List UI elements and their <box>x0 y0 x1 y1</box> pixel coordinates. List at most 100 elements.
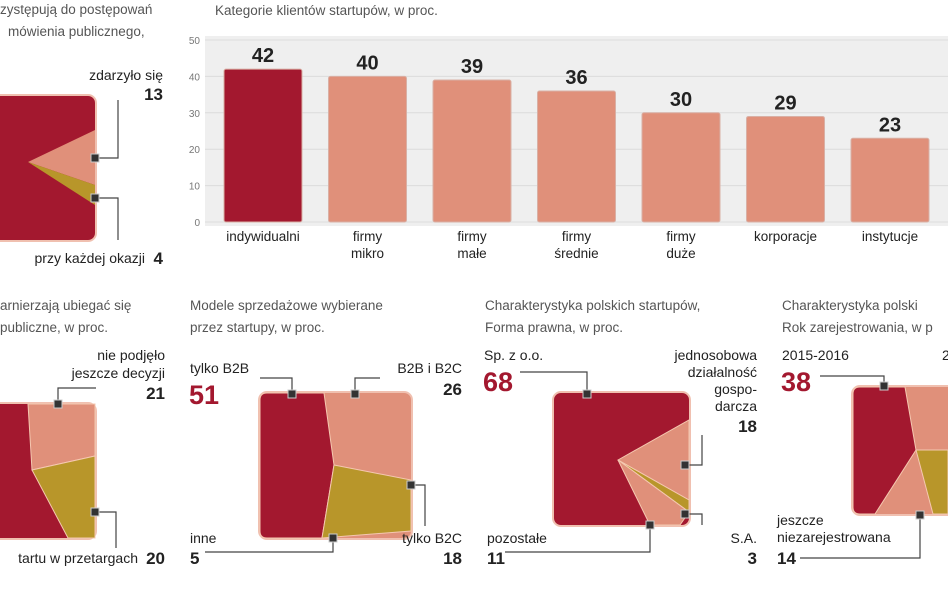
panel1-value-every-time: 4 <box>154 249 164 268</box>
panel1-marker-happened <box>90 153 100 163</box>
bar-value-label: 42 <box>252 45 274 67</box>
panel-sales-models: Modele sprzedażowe wybierane przez start… <box>189 298 462 568</box>
panel3-label-b2c: tylko B2C <box>402 530 462 546</box>
panel5-title-line2: Rok zarejestrowania, w p <box>782 320 933 335</box>
panel4-marker-other <box>645 520 655 530</box>
panel4-value-sole: 18 <box>738 417 757 436</box>
bar <box>537 90 616 223</box>
panel4-label-sp-zoo: Sp. z o.o. <box>484 347 543 363</box>
panel3-label-b2b: tylko B2B <box>190 360 249 376</box>
panel3-marker-other <box>328 533 338 543</box>
panel3-value-b2b: 51 <box>189 380 219 410</box>
panel2-label-undecided-1: nie podjęło <box>97 347 165 363</box>
panel4-value-sp-zoo: 68 <box>483 367 513 397</box>
category-label: firmy <box>353 229 382 244</box>
panel4-value-other: 11 <box>487 549 505 568</box>
panel1-title-line1: zystępują do postępowań <box>0 2 152 17</box>
bar <box>746 115 825 223</box>
panel4-marker-sa <box>680 509 690 519</box>
bar-value-label: 39 <box>461 56 483 78</box>
panel5-value-2015-2016: 38 <box>781 367 811 397</box>
panel4-label-sole-2: działalność <box>688 364 757 380</box>
panel4-value-sa: 3 <box>748 549 757 568</box>
panel1-label-every-time: przy każdej okazji <box>35 250 146 266</box>
panel5-marker-unregistered <box>915 510 925 520</box>
category-label: firmy <box>666 229 695 244</box>
panel3-label-b2b-b2c: B2B i B2C <box>397 360 462 376</box>
category-label: firmy <box>562 229 591 244</box>
panel5-slice-2015-2016 <box>852 386 917 515</box>
bar <box>223 68 303 223</box>
category-label: średnie <box>554 246 598 261</box>
category-label: firmy <box>457 229 486 244</box>
panel3-slice-b2c <box>321 464 412 539</box>
panel2-marker-undecided <box>53 399 63 409</box>
panel-registration-year: Charakterystyka polski Rok zarejestrowan… <box>776 298 948 568</box>
panel1-title-line2: mówienia publicznego, <box>8 24 145 39</box>
bar-value-label: 36 <box>565 67 587 89</box>
panel4-label-sole-3: gospo- <box>714 381 757 397</box>
bar <box>641 112 721 223</box>
panel3-label-other: inne <box>190 530 217 546</box>
panel3-title-line2: przez startupy, w proc. <box>190 320 325 335</box>
bar-value-label: 23 <box>879 114 901 136</box>
category-label: mikro <box>351 246 384 261</box>
y-tick-label: 40 <box>189 72 201 83</box>
panel3-value-b2b-b2c: 26 <box>443 380 462 399</box>
panel1-label-happened: zdarzyło się <box>89 67 163 83</box>
panel4-label-other: pozostałe <box>487 530 547 546</box>
panel5-value-unregistered: 14 <box>777 549 796 568</box>
panel2-label-tenders: tartu w przetargach <box>18 550 138 566</box>
bar <box>850 137 930 223</box>
panel3-marker-b2b <box>287 389 297 399</box>
panel2-marker-tenders <box>90 507 100 517</box>
panel3-slice-b2b <box>259 392 335 539</box>
panel5-label-cut: 2 <box>942 347 948 363</box>
bar-value-label: 30 <box>670 89 692 111</box>
category-label: małe <box>457 246 486 261</box>
category-label: duże <box>666 246 695 261</box>
panel4-label-sole-4: darcza <box>715 398 757 414</box>
category-label: instytucje <box>862 229 918 244</box>
panel3-value-b2c: 18 <box>443 549 462 568</box>
y-tick-label: 30 <box>189 109 201 120</box>
panel2-slice-tenders <box>31 455 96 539</box>
y-tick-label: 50 <box>189 36 201 47</box>
panel4-label-sa: S.A. <box>731 530 757 546</box>
panel5-marker-2015-2016 <box>879 381 889 391</box>
category-label: indywidualni <box>226 229 300 244</box>
panel5-label-unregistered-2: niezarejestrowana <box>777 529 891 545</box>
bar-chart-client-categories: Kategorie klientów startupów, w proc. 0 1… <box>189 3 948 261</box>
panel5-slice-gold <box>915 449 948 515</box>
bar-chart-title: Kategorie klientów startupów, w proc. <box>215 3 438 18</box>
panel3-value-other: 5 <box>190 549 199 568</box>
panel4-slice-other <box>617 459 690 526</box>
y-tick-label: 10 <box>189 182 201 193</box>
category-label: korporacje <box>754 229 817 244</box>
panel2-title-line2: publiczne, w proc. <box>0 320 108 335</box>
panel5-title-line1: Charakterystyka polski <box>782 298 918 313</box>
panel4-title-line2: Forma prawna, w proc. <box>485 320 623 335</box>
bar <box>432 79 512 223</box>
panel5-label-unregistered-1: jeszcze <box>776 512 824 528</box>
panel2-value-tenders: 20 <box>146 549 165 568</box>
panel-legal-form: Charakterystyka polskich startupów, Form… <box>483 298 757 568</box>
panel3-marker-b2b-b2c <box>350 389 360 399</box>
y-tick-label: 0 <box>194 218 200 229</box>
panel1-slice-every-time <box>28 162 95 205</box>
panel4-label-sole-1: jednosobowa <box>673 347 757 363</box>
panel1-value-happened: 13 <box>144 85 163 104</box>
panel-tender-plans: arnierzają ubiegać się publiczne, w proc… <box>0 298 165 568</box>
panel5-label-2015-2016: 2015-2016 <box>782 347 849 363</box>
panel2-title-line1: arnierzają ubiegać się <box>0 298 131 313</box>
panel4-marker-sp-zoo <box>582 389 592 399</box>
bar-value-label: 40 <box>356 52 378 74</box>
panel1-marker-every-time <box>90 193 100 203</box>
panel2-label-undecided-2: jeszcze decyzji <box>71 365 165 381</box>
panel4-title-line1: Charakterystyka polskich startupów, <box>485 298 700 313</box>
panel1-slice-happened <box>28 130 95 185</box>
panel4-marker-sole <box>680 460 690 470</box>
bar <box>328 75 407 223</box>
bar-value-label: 29 <box>774 92 796 114</box>
